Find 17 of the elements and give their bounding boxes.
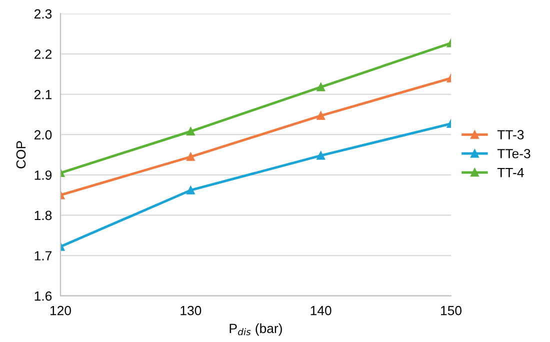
y-tick-label: 1.9	[34, 170, 52, 180]
y-tick-label: 2.2	[34, 50, 52, 59]
y-tick-label: 1.7	[34, 251, 52, 260]
y-axis-title: COP	[16, 141, 26, 168]
y-tick-label: 2.3	[34, 9, 52, 19]
x-axis-title: P$_{dis}$ (bar)	[230, 323, 282, 336]
x-tick-label: 140	[310, 306, 332, 316]
legend-label: TT-3	[497, 130, 524, 140]
legend-label: TT-4	[497, 168, 524, 178]
y-tick-label: 2.0	[34, 130, 52, 140]
x-tick-label: 120	[50, 306, 71, 316]
x-tick-label: 130	[180, 306, 202, 316]
x-tick-label: 150	[441, 306, 462, 316]
y-tick-label: 1.8	[34, 210, 52, 220]
y-tick-label: 1.6	[34, 291, 52, 301]
y-tick-label: 2.1	[34, 90, 52, 100]
legend-label: TTe-3	[497, 148, 530, 158]
